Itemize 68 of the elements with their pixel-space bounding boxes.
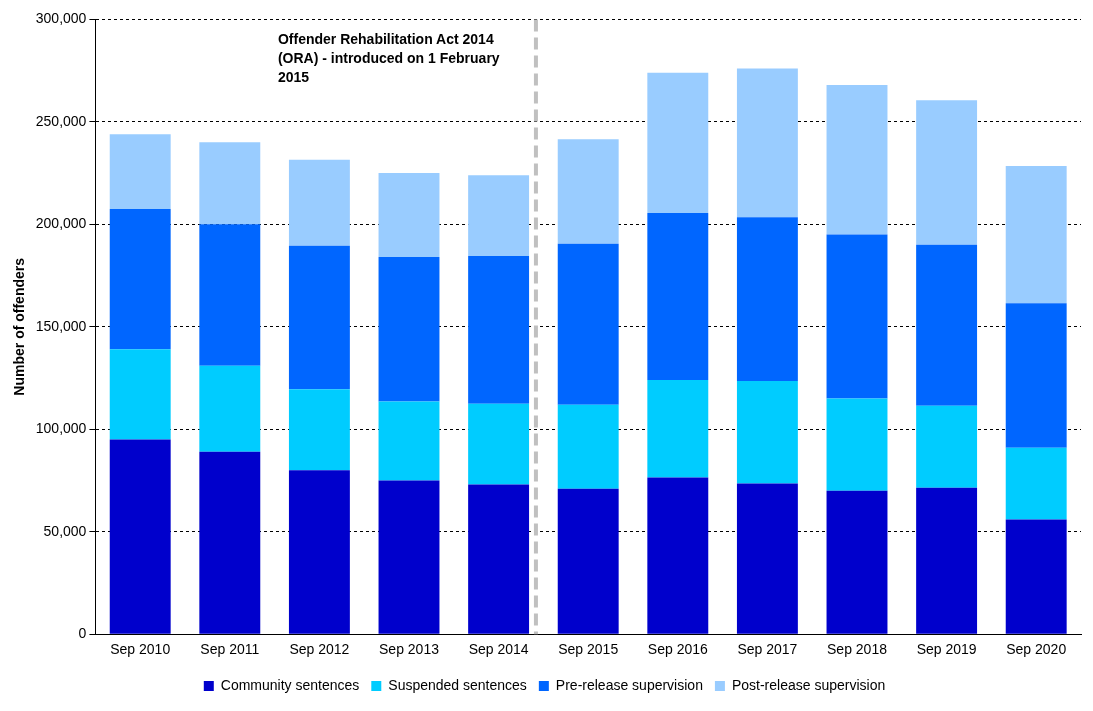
y-tick-label: 150,000 <box>35 317 87 334</box>
x-tick-label: Sep 2014 <box>468 641 529 658</box>
bar <box>288 470 350 634</box>
bar <box>826 490 888 634</box>
bar <box>1005 519 1067 634</box>
bar <box>109 134 171 209</box>
bar <box>288 245 350 390</box>
bar <box>557 139 619 244</box>
y-tick-label: 0 <box>78 625 87 642</box>
bar <box>468 175 530 257</box>
bar <box>1005 303 1067 448</box>
bar <box>288 389 350 471</box>
legend-label: Suspended sentences <box>388 676 527 693</box>
bar <box>736 68 798 218</box>
x-tick-label: Sep 2013 <box>379 641 440 658</box>
bar <box>557 404 619 489</box>
bar <box>647 72 709 214</box>
bar <box>916 487 978 634</box>
bar <box>378 401 440 481</box>
bar <box>1005 165 1067 304</box>
bar <box>468 403 530 485</box>
bar <box>647 380 709 478</box>
bar <box>378 480 440 634</box>
x-tick-label: Sep 2016 <box>647 641 708 658</box>
legend-label: Post-release supervision <box>731 676 886 693</box>
x-tick-label: Sep 2017 <box>737 641 798 658</box>
x-tick-label: Sep 2020 <box>1006 641 1067 658</box>
bar <box>557 243 619 405</box>
bar <box>109 439 171 634</box>
bar <box>736 217 798 382</box>
bar <box>468 484 530 634</box>
x-tick-label: Sep 2012 <box>289 641 350 658</box>
y-tick-label: 50,000 <box>43 522 87 539</box>
y-tick-label: 300,000 <box>35 10 87 27</box>
x-tick-label: Sep 2010 <box>110 641 171 658</box>
bar <box>916 244 978 406</box>
bar <box>916 100 978 245</box>
bar <box>826 234 888 399</box>
bar <box>199 142 261 225</box>
bar <box>557 488 619 634</box>
y-tick-label: 100,000 <box>35 420 87 437</box>
y-tick-label: 200,000 <box>35 215 87 232</box>
bar <box>468 256 530 404</box>
bar <box>199 224 261 366</box>
bar <box>826 398 888 491</box>
legend-label: Pre-release supervision <box>555 676 703 693</box>
bar <box>1005 447 1067 520</box>
x-tick-label: Sep 2019 <box>916 641 977 658</box>
bar <box>109 349 171 440</box>
x-tick-label: Sep 2011 <box>200 641 260 658</box>
bar <box>736 483 798 634</box>
bar <box>109 208 171 350</box>
x-tick-label: Sep 2018 <box>827 641 888 658</box>
bar <box>199 365 261 452</box>
bar <box>647 213 709 381</box>
bar <box>736 381 798 484</box>
bar <box>378 173 440 258</box>
bar <box>199 451 261 634</box>
bar <box>916 405 978 488</box>
x-tick-label: Sep 2015 <box>558 641 619 658</box>
y-tick-label: 250,000 <box>35 112 87 129</box>
bar <box>826 84 888 235</box>
bar <box>288 159 350 246</box>
y-axis-title: Number of offenders <box>11 257 28 396</box>
bar <box>647 477 709 634</box>
ref-line-label: Offender Rehabilitation Act 2014 (ORA) - introduced on 1 February 2015 <box>277 31 500 86</box>
bar <box>378 257 440 402</box>
legend-label: Community sentences <box>220 676 360 693</box>
